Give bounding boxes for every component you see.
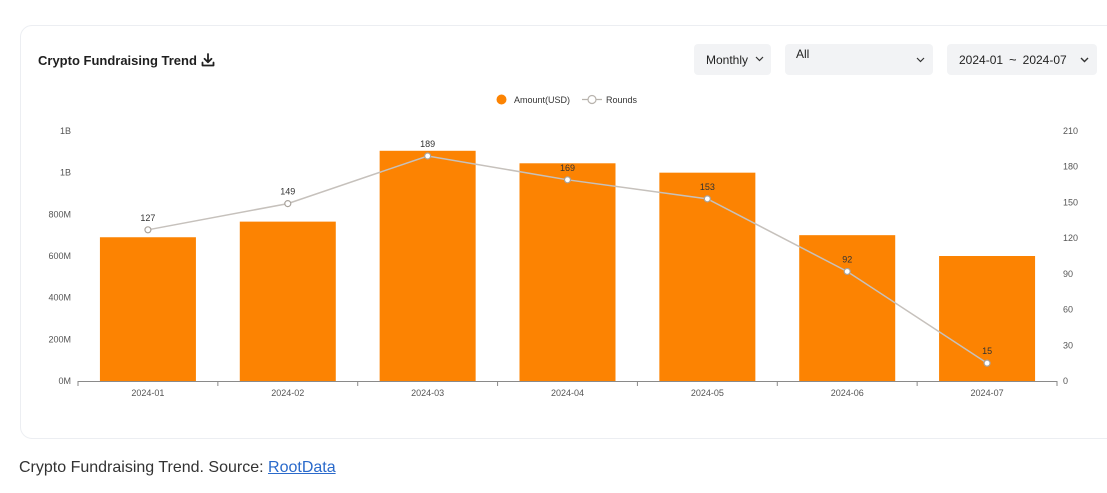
chevron-down-icon <box>1080 57 1089 63</box>
period-select-value: Monthly <box>706 52 749 67</box>
caption-text: Crypto Fundraising Trend. Source: <box>19 459 269 476</box>
download-icon[interactable] <box>200 52 216 68</box>
legend-label-amount: Amount(USD) <box>514 94 571 105</box>
legend-marker-rounds <box>582 94 602 105</box>
legend-item-amount[interactable]: Amount(USD) <box>496 94 570 105</box>
category-select-value: All <box>796 47 810 61</box>
source-link[interactable]: RootData <box>268 459 336 476</box>
date-from[interactable]: 2024-01 <box>959 52 1004 67</box>
legend-item-rounds[interactable]: Rounds <box>582 94 637 105</box>
period-select[interactable]: Monthly <box>694 44 771 75</box>
legend-label-rounds: Rounds <box>606 94 638 105</box>
date-separator: ~ <box>1009 52 1017 67</box>
chart-title: Crypto Fundraising Trend <box>38 53 197 68</box>
chart-card <box>20 25 1107 439</box>
chevron-down-icon <box>916 57 925 63</box>
category-select[interactable]: All <box>785 44 933 75</box>
date-range-picker[interactable]: 2024-01 ~ 2024-07 <box>947 44 1097 75</box>
figure-caption: Crypto Fundraising Trend. Source: RootDa… <box>19 459 336 477</box>
chevron-down-icon <box>755 56 764 62</box>
date-to[interactable]: 2024-07 <box>1022 52 1067 67</box>
legend-marker-amount <box>496 94 507 105</box>
